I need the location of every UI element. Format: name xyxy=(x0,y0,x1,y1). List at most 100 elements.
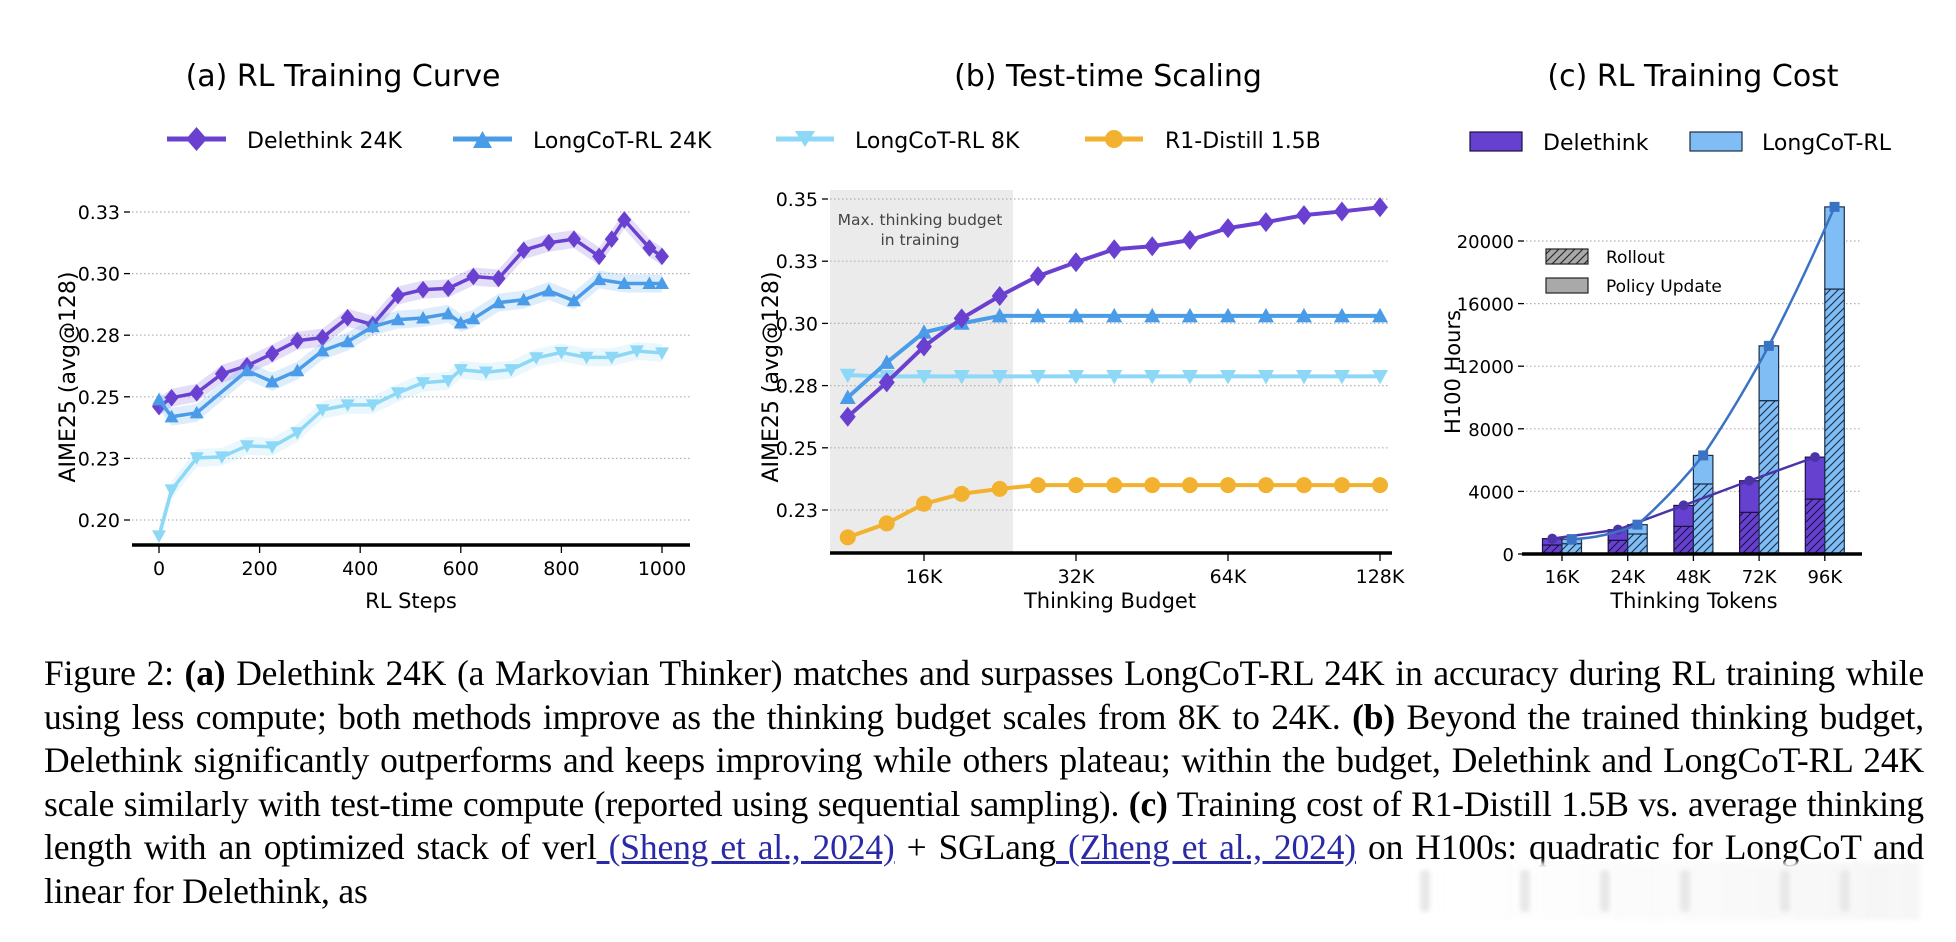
diamond-marker xyxy=(265,344,280,363)
triangle-down-marker xyxy=(504,364,519,377)
triangle-down-marker xyxy=(1181,369,1198,385)
triangle-down-marker xyxy=(290,427,305,440)
figure-caption: Figure 2: (a) Delethink 24K (a Markovian… xyxy=(44,652,1924,913)
triangle-up-marker xyxy=(617,276,632,290)
circle-marker xyxy=(1333,477,1350,494)
triangle-down-marker xyxy=(1257,369,1274,385)
triangle-up-marker xyxy=(516,292,531,306)
triangle-down-marker xyxy=(416,377,431,390)
triangle-down-marker xyxy=(441,375,456,388)
citation-link-sheng[interactable]: (Sheng et al., 2024) xyxy=(596,827,895,867)
trend-point xyxy=(1632,519,1643,530)
circle-marker xyxy=(1029,477,1046,494)
diamond-marker xyxy=(416,280,431,299)
triangle-up-marker xyxy=(655,276,669,290)
triangle-up-marker xyxy=(642,276,657,290)
diamond-marker xyxy=(491,269,506,288)
triangle-down-marker xyxy=(991,369,1008,385)
triangle-down-marker xyxy=(916,369,932,385)
triangle-up-marker xyxy=(164,409,179,423)
x-tick-label: 64K xyxy=(1210,566,1247,588)
triangle-down-marker xyxy=(1220,369,1236,385)
diamond-marker-icon xyxy=(186,127,207,151)
diamond-marker xyxy=(315,328,330,347)
triangle-up-marker xyxy=(441,306,456,320)
diamond-marker xyxy=(1144,236,1161,257)
y-tick-label: 16000 xyxy=(1457,295,1514,316)
triangle-down-marker xyxy=(189,452,204,465)
triangle-down-marker xyxy=(214,451,229,464)
triangle-up-marker xyxy=(189,405,204,419)
shade-annotation: Max. thinking budget xyxy=(838,211,1003,229)
circle-marker xyxy=(1106,477,1123,494)
triangle-up-marker xyxy=(315,343,330,357)
triangle-down-marker xyxy=(390,387,405,400)
triangle-up-marker xyxy=(566,293,581,307)
y-tick-label: 0.23 xyxy=(78,448,120,470)
caption-prefix: Figure 2: xyxy=(44,653,185,693)
diamond-marker xyxy=(340,308,355,327)
trend-longcot-rl xyxy=(1566,201,1840,545)
chart-c-xlabel: Thinking Tokens xyxy=(1609,589,1777,613)
x-tick-label: 96K xyxy=(1807,567,1843,588)
y-tick-label: 0.20 xyxy=(78,510,120,532)
triangle-down-marker xyxy=(340,399,355,412)
citation-link-zheng[interactable]: (Zheng et al., 2024) xyxy=(1056,827,1356,867)
diamond-marker xyxy=(541,234,556,252)
caption-a-label: (a) xyxy=(184,653,226,693)
triangle-up-marker xyxy=(541,283,556,297)
triangle-up-marker xyxy=(1029,307,1046,323)
triangle-down-marker xyxy=(629,345,644,358)
triangle-up-marker xyxy=(265,374,280,388)
diamond-marker xyxy=(1181,230,1198,251)
triangle-down-marker xyxy=(164,484,179,497)
triangle-down-marker xyxy=(1106,369,1123,385)
legend-swatch-delethink xyxy=(1469,131,1523,152)
triangle-up-marker xyxy=(592,272,607,286)
y-tick-label: 0.23 xyxy=(776,500,818,522)
circle-marker xyxy=(878,515,895,532)
diamond-marker xyxy=(164,389,179,407)
triangle-down-marker xyxy=(604,351,619,365)
triangle-down-marker xyxy=(1372,369,1388,385)
triangle-down-marker xyxy=(1333,369,1350,385)
bar-policy-update xyxy=(1758,345,1780,402)
chart-b-xlabel: Thinking Budget xyxy=(1023,589,1196,613)
caption-c-label: (c) xyxy=(1128,783,1168,824)
chart-a-title: (a) RL Training Curve xyxy=(186,59,501,94)
diamond-marker xyxy=(878,372,895,393)
legend-label: Delethink xyxy=(1543,131,1649,156)
trend-point xyxy=(1810,452,1821,463)
circle-marker xyxy=(991,480,1008,497)
triangle-down-marker xyxy=(478,366,493,380)
triangle-down-marker xyxy=(240,440,255,453)
diamond-marker xyxy=(1333,201,1350,222)
y-tick-label: 0.35 xyxy=(776,189,818,211)
legend-item-r1-distill: R1-Distill 1.5B xyxy=(1085,129,1321,154)
caption-a-text: Delethink 24K (a Markovian Thinker) matc… xyxy=(44,653,1924,737)
x-tick-label: 128K xyxy=(1356,566,1405,588)
diamond-marker xyxy=(642,239,657,257)
triangle-up-marker xyxy=(152,392,166,406)
triangle-up-marker xyxy=(1257,307,1274,323)
trend-line xyxy=(1571,206,1836,541)
bar-policy-update xyxy=(1824,206,1845,290)
x-tick-label: 1000 xyxy=(638,558,686,580)
triangle-up-marker xyxy=(466,311,481,325)
triangle-down-marker xyxy=(529,352,544,365)
chart-c: 0 4000 8000 12000 16000 20000 Rollout Policy Up… xyxy=(1457,201,1862,588)
circle-marker xyxy=(839,529,856,546)
triangle-up-marker xyxy=(365,319,380,333)
triangle-down-marker xyxy=(453,364,468,377)
triangle-up-marker xyxy=(340,334,355,348)
diamond-marker xyxy=(839,406,856,427)
triangle-up-marker xyxy=(1372,307,1388,323)
chart-b-ylabel: AIME25 (avg@128) xyxy=(759,271,784,482)
circle-marker xyxy=(1068,477,1084,494)
diamond-marker xyxy=(1257,212,1274,233)
legend-label: LongCoT-RL 8K xyxy=(855,129,1020,154)
triangle-up-marker xyxy=(240,363,255,377)
diamond-marker xyxy=(566,230,581,248)
legend-item-delethink: Delethink 24K xyxy=(167,127,402,154)
series-longcot-rl-24k xyxy=(152,270,669,426)
